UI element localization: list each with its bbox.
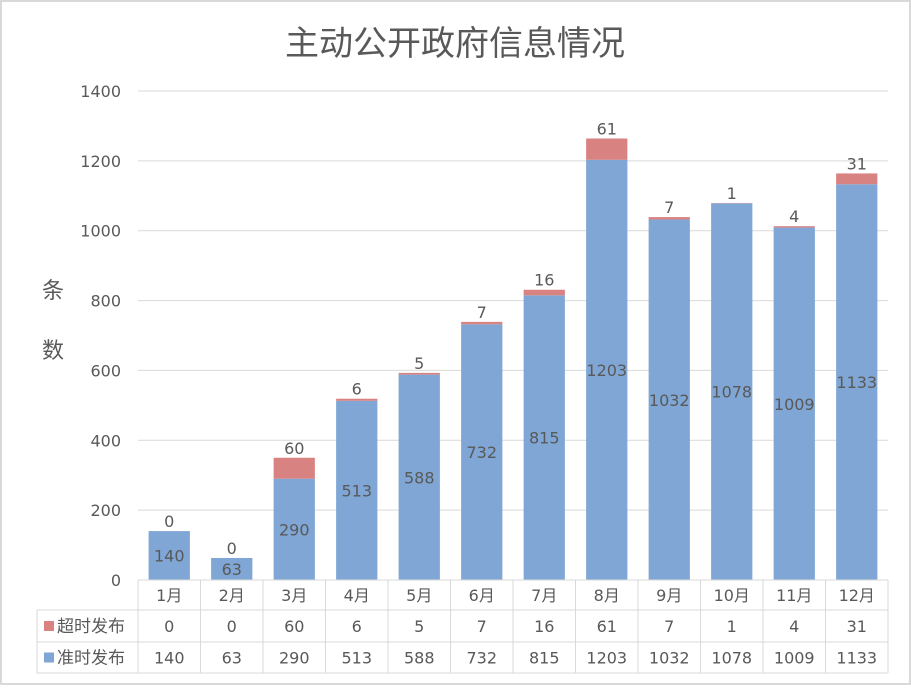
x-tick-label: 8月 <box>594 586 620 605</box>
bar-segment <box>774 226 815 227</box>
data-label: 732 <box>466 443 497 462</box>
data-label: 0 <box>227 539 237 558</box>
data-label: 1009 <box>774 395 815 414</box>
x-tick-label: 3月 <box>281 586 307 605</box>
legend-label: 准时发布 <box>57 649 125 669</box>
data-label: 0 <box>164 512 174 531</box>
bar-segment <box>336 399 377 401</box>
data-label: 60 <box>284 439 304 458</box>
data-label: 5 <box>414 354 424 373</box>
data-label: 61 <box>597 120 617 139</box>
data-label: 31 <box>847 154 867 173</box>
bar-segment <box>461 322 502 324</box>
table-cell: 63 <box>222 649 242 668</box>
table-cell: 1133 <box>836 649 877 668</box>
bar-segment <box>274 458 315 479</box>
x-tick-label: 6月 <box>469 586 495 605</box>
x-tick-label: 4月 <box>344 586 370 605</box>
table-cell: 815 <box>529 649 560 668</box>
bar-segment <box>524 290 565 296</box>
table-cell: 61 <box>597 617 617 636</box>
table-cell: 732 <box>466 649 497 668</box>
data-label: 1133 <box>836 373 877 392</box>
table-cell: 290 <box>279 649 310 668</box>
y-tick-label: 1000 <box>80 222 121 241</box>
table-cell: 6 <box>352 617 362 636</box>
y-tick-label: 1400 <box>80 82 121 101</box>
data-label: 1203 <box>586 361 627 380</box>
bar-segment <box>836 173 877 184</box>
x-tick-label: 12月 <box>839 586 875 605</box>
data-label: 1 <box>727 184 737 203</box>
chart-title: 主动公开政府信息情况 <box>285 24 625 64</box>
data-label: 588 <box>404 468 435 487</box>
bar-segment <box>399 373 440 375</box>
table-cell: 1078 <box>711 649 752 668</box>
bar-segment <box>586 139 627 160</box>
y-tick-label: 400 <box>90 431 121 450</box>
legend-swatch <box>44 621 54 631</box>
table-cell: 7 <box>664 617 674 636</box>
data-label: 815 <box>529 429 560 448</box>
data-label: 290 <box>279 520 310 539</box>
table-cell: 5 <box>414 617 424 636</box>
y-tick-label: 0 <box>111 571 121 590</box>
data-label: 1032 <box>649 391 690 410</box>
data-label: 7 <box>477 303 487 322</box>
table-cell: 7 <box>477 617 487 636</box>
data-label: 1078 <box>711 383 752 402</box>
table-cell: 31 <box>847 617 867 636</box>
data-label: 4 <box>789 207 799 226</box>
y-axis-label-char: 数 <box>42 339 64 364</box>
legend-label: 超时发布 <box>57 617 125 637</box>
table-cell: 16 <box>534 617 554 636</box>
table-cell: 1203 <box>586 649 627 668</box>
table-cell: 1032 <box>649 649 690 668</box>
data-label: 63 <box>222 560 242 579</box>
y-tick-label: 200 <box>90 501 121 520</box>
data-label: 140 <box>154 547 185 566</box>
x-tick-label: 1月 <box>156 586 182 605</box>
table-cell: 1009 <box>774 649 815 668</box>
table-cell: 140 <box>154 649 185 668</box>
table-cell: 1 <box>727 617 737 636</box>
table-cell: 60 <box>284 617 304 636</box>
table-cell: 513 <box>341 649 372 668</box>
x-tick-label: 7月 <box>531 586 557 605</box>
table-cell: 4 <box>789 617 799 636</box>
x-tick-label: 5月 <box>406 586 432 605</box>
data-label: 16 <box>534 271 554 290</box>
y-axis-label-char: 条 <box>42 279 64 304</box>
bar-segment <box>649 217 690 219</box>
table-cell: 0 <box>164 617 174 636</box>
y-tick-label: 600 <box>90 361 121 380</box>
table-cell: 588 <box>404 649 435 668</box>
x-tick-label: 11月 <box>776 586 812 605</box>
data-label: 513 <box>341 481 372 500</box>
table-cell: 0 <box>227 617 237 636</box>
x-tick-label: 10月 <box>714 586 750 605</box>
legend-swatch <box>44 653 54 663</box>
y-tick-label: 1200 <box>80 152 121 171</box>
x-tick-label: 9月 <box>656 586 682 605</box>
y-tick-label: 800 <box>90 292 121 311</box>
data-label: 7 <box>664 198 674 217</box>
x-tick-label: 2月 <box>219 586 245 605</box>
data-label: 6 <box>352 380 362 399</box>
